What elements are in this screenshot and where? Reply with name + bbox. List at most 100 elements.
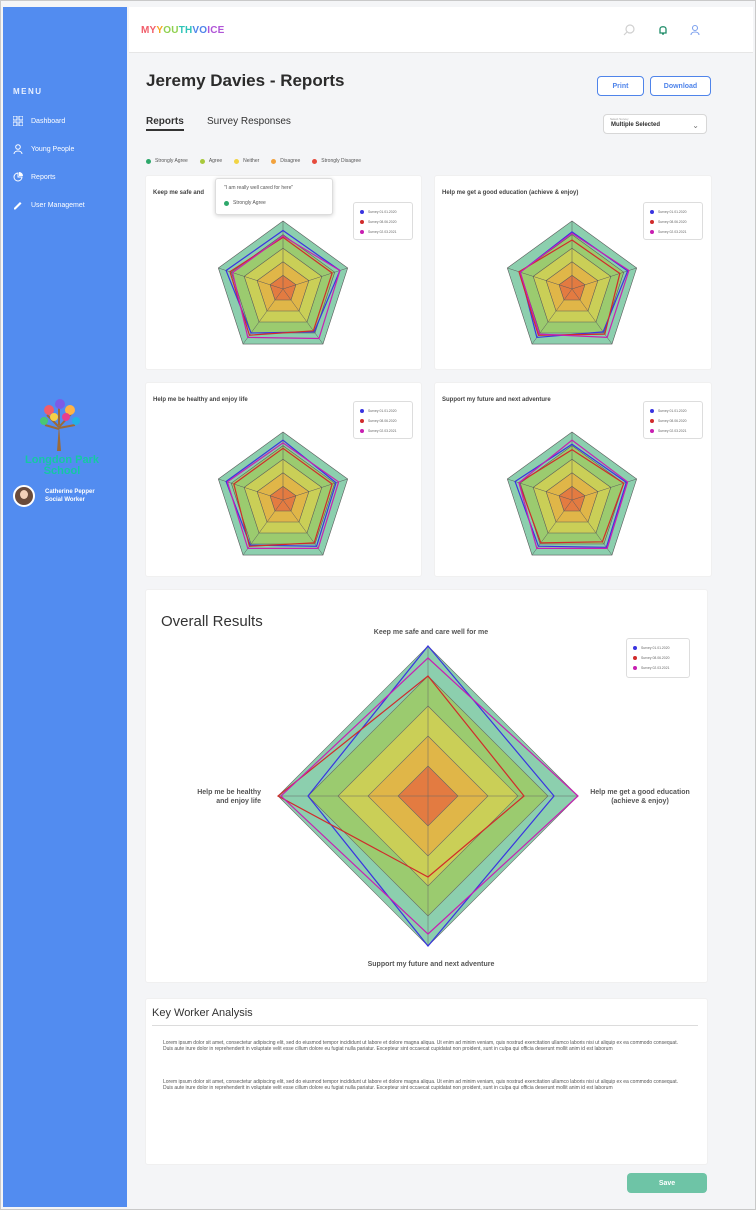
sidebar-item-label: Young People — [31, 145, 75, 153]
survey-legend-item: Survey 02.03.2021 — [360, 426, 408, 436]
radar-card-safe-care: Keep me safe and Survey 01.01.2020 Survey… — [146, 176, 421, 369]
select-value: Multiple Selected — [611, 122, 661, 128]
survey-dot — [650, 220, 654, 224]
sidebar-item-young-people[interactable]: Young People — [13, 140, 125, 158]
survey-legend-item: Survey 08.06.2020 — [633, 653, 685, 663]
axis-label-safe: Keep me safe and care well for me — [373, 629, 489, 636]
sidebar: MENU Dashboard Young People Reports User… — [3, 7, 127, 1207]
survey-legend-item: Survey 02.03.2021 — [650, 426, 698, 436]
brand-part: MY — [141, 25, 157, 36]
radar-series-1 — [225, 439, 337, 547]
survey-label: Survey 02.03.2021 — [658, 230, 687, 234]
radar-card-education: Help me get a good education (achieve & … — [435, 176, 711, 369]
survey-label: Survey 02.03.2021 — [368, 230, 397, 234]
survey-dot — [360, 409, 364, 413]
print-button[interactable]: Print — [597, 76, 644, 96]
current-user[interactable]: Catherine Pepper Social Worker — [13, 485, 95, 507]
survey-label: Survey 08.06.2020 — [368, 220, 397, 224]
overall-title: Overall Results — [161, 613, 263, 630]
radar-series-3 — [226, 442, 340, 550]
download-button[interactable]: Download — [650, 76, 711, 96]
radar-chart-education — [506, 220, 638, 345]
user-icon[interactable] — [689, 24, 701, 36]
survey-dot — [633, 646, 637, 650]
radar-series-1 — [307, 645, 555, 947]
sidebar-item-reports[interactable]: Reports — [13, 168, 125, 186]
brand-part: OU — [163, 25, 179, 36]
strongly-agree-dot — [224, 200, 229, 206]
radar-series-3 — [518, 439, 629, 550]
school-logo-tree-icon — [40, 399, 80, 451]
axis-label-education: Help me get a good education (achieve & … — [590, 789, 690, 805]
radar-axis-line — [571, 267, 637, 290]
survey-label: Survey 01.01.2020 — [641, 646, 670, 650]
menu-title: MENU — [13, 87, 43, 96]
legend-dot — [271, 158, 277, 164]
legend-label: Neither — [243, 158, 260, 164]
radar-axis-line — [507, 478, 573, 501]
survey-legend: Survey 01.01.2020 Survey 08.06.2020 Survey… — [353, 202, 413, 240]
sidebar-item-label: User Managemet — [31, 201, 85, 209]
survey-dot — [360, 429, 364, 433]
radar-card-future: Support my future and next adventure Sur… — [435, 383, 711, 576]
chevron-down-icon: ⌄ — [692, 121, 699, 130]
tooltip-quote: "I am really well cared for here" — [224, 185, 294, 191]
legend-item: Strongly Agree — [146, 158, 188, 164]
survey-legend-item: Survey 02.03.2021 — [650, 227, 698, 237]
tab-reports[interactable]: Reports — [146, 116, 184, 131]
brand-part: ICE — [207, 25, 225, 36]
card-title: Help me be healthy and enjoy life — [153, 397, 248, 403]
sidebar-item-dashboard[interactable]: Dashboard — [13, 112, 125, 130]
radar-chart-future — [506, 431, 638, 556]
brand-logo[interactable]: MYYOUTHVOICE — [141, 25, 225, 36]
survey-dot — [650, 230, 654, 234]
survey-label: Survey 08.06.2020 — [368, 419, 397, 423]
radar-axis-line — [507, 267, 573, 290]
analysis-paragraph-2[interactable]: Lorem ipsum dolor sit amet, consectetur … — [163, 1079, 678, 1091]
search-icon[interactable] — [623, 24, 635, 36]
survey-label: Survey 02.03.2021 — [658, 429, 687, 433]
survey-label: Survey 02.03.2021 — [368, 429, 397, 433]
analysis-paragraph-1[interactable]: Lorem ipsum dolor sit amet, consectetur … — [163, 1040, 678, 1052]
survey-legend-item: Survey 01.01.2020 — [650, 406, 698, 416]
legend-label: Disagree — [280, 158, 301, 164]
dashboard-icon — [13, 116, 23, 126]
tab-survey-responses[interactable]: Survey Responses — [207, 116, 291, 127]
survey-legend-item: Survey 01.01.2020 — [650, 207, 698, 217]
user-name: Catherine Pepper — [45, 489, 95, 495]
sidebar-item-user-management[interactable]: User Managemet — [13, 196, 125, 214]
survey-dot — [360, 230, 364, 234]
legend-item: Neither — [234, 158, 259, 164]
radar-axis-line — [571, 499, 613, 556]
tooltip-answer: Strongly Agree — [233, 200, 266, 206]
axis-label-future: Support my future and next adventure — [367, 961, 495, 968]
page-title: Jeremy Davies - Reports — [146, 71, 345, 90]
school-name: Longdon Park School — [25, 454, 99, 477]
survey-label: Survey 08.06.2020 — [658, 419, 687, 423]
radar-axis-line — [571, 288, 613, 345]
survey-legend-item: Survey 08.06.2020 — [360, 416, 408, 426]
legend-dot — [199, 158, 205, 164]
survey-dot — [360, 220, 364, 224]
key-worker-analysis-card — [146, 999, 707, 1164]
save-button[interactable]: Save — [627, 1173, 707, 1193]
scale-legend: Strongly Agree Agree Neither Disagree Strong… — [146, 158, 361, 164]
brand-part: Y — [156, 25, 164, 36]
radar-series-2 — [276, 675, 525, 878]
brand-part: TH — [178, 25, 193, 36]
radar-axis-line — [282, 478, 348, 501]
overall-results-card: Overall Results Keep me safe and care we… — [146, 590, 707, 982]
notification-icon[interactable] — [657, 24, 669, 36]
radar-series-2 — [229, 236, 333, 336]
survey-label: Survey 08.06.2020 — [641, 656, 670, 660]
survey-dot — [650, 409, 654, 413]
survey-legend-item: Survey 08.06.2020 — [360, 217, 408, 227]
survey-select[interactable]: Select Survey Multiple Selected ⌄ — [603, 114, 707, 134]
radar-series-3 — [280, 657, 579, 935]
survey-dot — [650, 429, 654, 433]
survey-label: Survey 01.01.2020 — [658, 409, 687, 413]
card-title: Support my future and next adventure — [442, 397, 551, 403]
survey-dot — [360, 210, 364, 214]
legend-dot — [234, 158, 240, 164]
